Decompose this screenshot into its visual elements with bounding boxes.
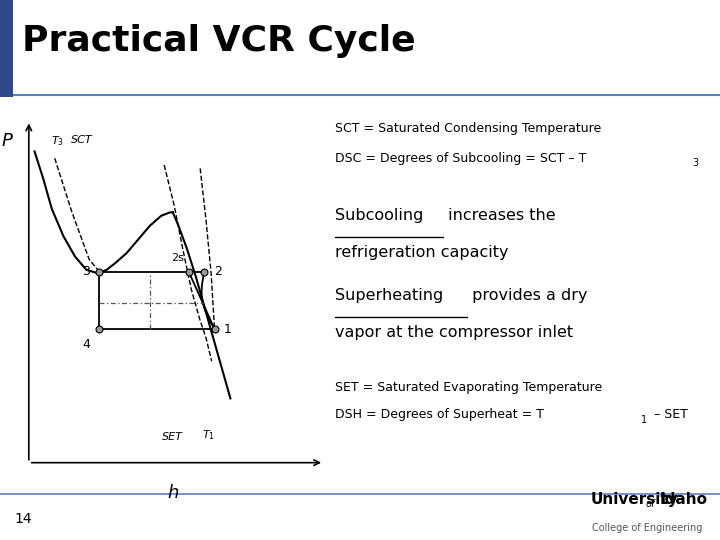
Text: Idaho: Idaho: [660, 491, 708, 507]
Text: University: University: [590, 491, 678, 507]
Text: Subcooling: Subcooling: [335, 208, 423, 223]
Text: Practical VCR Cycle: Practical VCR Cycle: [22, 24, 415, 58]
Text: $T_1$: $T_1$: [202, 429, 215, 442]
Text: 1: 1: [641, 415, 647, 425]
Text: DSC = Degrees of Subcooling = SCT – T: DSC = Degrees of Subcooling = SCT – T: [335, 152, 586, 165]
Text: SET = Saturated Evaporating Temperature: SET = Saturated Evaporating Temperature: [335, 381, 602, 394]
Text: increases the: increases the: [443, 208, 555, 223]
Text: h: h: [167, 484, 179, 502]
Text: 1: 1: [224, 322, 232, 335]
Text: Superheating: Superheating: [335, 288, 443, 303]
Bar: [0, 0, 13, 97]
Text: 14: 14: [14, 512, 32, 526]
Text: 4: 4: [82, 338, 90, 350]
Text: vapor at the compressor inlet: vapor at the compressor inlet: [335, 325, 573, 340]
Text: provides a dry: provides a dry: [467, 288, 587, 303]
Text: DSH = Degrees of Superheat = T: DSH = Degrees of Superheat = T: [335, 408, 544, 421]
Text: 3: 3: [692, 158, 698, 168]
Text: $T_3$: $T_3$: [51, 134, 64, 149]
Text: 2s: 2s: [171, 253, 184, 263]
Text: SET: SET: [163, 433, 183, 442]
Text: SCT = Saturated Condensing Temperature: SCT = Saturated Condensing Temperature: [335, 123, 601, 136]
Text: – SET: – SET: [650, 408, 688, 421]
Text: SCT: SCT: [71, 134, 93, 145]
Text: 2: 2: [214, 265, 222, 278]
Text: refrigeration capacity: refrigeration capacity: [335, 245, 508, 260]
Text: of: of: [645, 498, 654, 509]
Text: College of Engineering: College of Engineering: [592, 523, 702, 533]
Text: P: P: [1, 132, 13, 150]
Text: 3: 3: [82, 265, 90, 278]
